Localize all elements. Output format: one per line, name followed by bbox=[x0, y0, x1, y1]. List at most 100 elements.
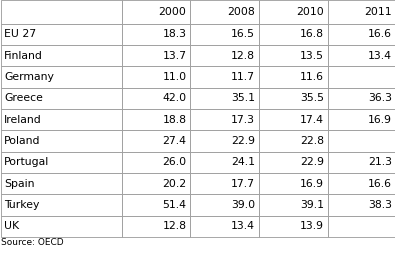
Text: UK: UK bbox=[4, 221, 19, 231]
Bar bbox=[328, 130, 395, 152]
Bar bbox=[328, 152, 395, 173]
Bar bbox=[259, 88, 328, 109]
Text: 39.0: 39.0 bbox=[231, 200, 255, 210]
Bar bbox=[259, 109, 328, 130]
Bar bbox=[190, 109, 259, 130]
Bar bbox=[328, 109, 395, 130]
Text: 12.8: 12.8 bbox=[162, 221, 186, 231]
Text: 13.4: 13.4 bbox=[231, 221, 255, 231]
Bar bbox=[190, 173, 259, 194]
Text: 18.8: 18.8 bbox=[162, 115, 186, 125]
Text: Poland: Poland bbox=[4, 136, 41, 146]
Bar bbox=[122, 45, 190, 66]
Text: 12.8: 12.8 bbox=[231, 51, 255, 61]
Bar bbox=[190, 0, 259, 24]
Bar bbox=[190, 194, 259, 216]
Bar bbox=[190, 45, 259, 66]
Bar bbox=[122, 194, 190, 216]
Text: 22.9: 22.9 bbox=[300, 157, 324, 167]
Bar bbox=[259, 45, 328, 66]
Text: 16.6: 16.6 bbox=[368, 179, 392, 189]
Bar bbox=[122, 130, 190, 152]
Bar bbox=[1, 130, 122, 152]
Text: 38.3: 38.3 bbox=[368, 200, 392, 210]
Bar bbox=[122, 152, 190, 173]
Text: 16.6: 16.6 bbox=[368, 29, 392, 39]
Bar bbox=[1, 173, 122, 194]
Bar bbox=[328, 194, 395, 216]
Bar bbox=[190, 88, 259, 109]
Bar bbox=[328, 173, 395, 194]
Text: 2011: 2011 bbox=[365, 7, 392, 17]
Text: 2008: 2008 bbox=[228, 7, 255, 17]
Bar bbox=[259, 66, 328, 88]
Text: 13.9: 13.9 bbox=[300, 221, 324, 231]
Bar bbox=[328, 216, 395, 237]
Text: 18.3: 18.3 bbox=[162, 29, 186, 39]
Text: 13.4: 13.4 bbox=[368, 51, 392, 61]
Text: Greece: Greece bbox=[4, 93, 43, 103]
Bar bbox=[1, 194, 122, 216]
Text: 35.5: 35.5 bbox=[300, 93, 324, 103]
Text: Source: OECD: Source: OECD bbox=[1, 238, 64, 247]
Text: EU 27: EU 27 bbox=[4, 29, 36, 39]
Bar bbox=[1, 45, 122, 66]
Text: 17.7: 17.7 bbox=[231, 179, 255, 189]
Bar bbox=[122, 173, 190, 194]
Text: Germany: Germany bbox=[4, 72, 54, 82]
Text: 11.7: 11.7 bbox=[231, 72, 255, 82]
Text: 27.4: 27.4 bbox=[162, 136, 186, 146]
Bar bbox=[259, 130, 328, 152]
Bar bbox=[259, 216, 328, 237]
Text: Ireland: Ireland bbox=[4, 115, 42, 125]
Bar bbox=[122, 216, 190, 237]
Text: 17.3: 17.3 bbox=[231, 115, 255, 125]
Text: 11.6: 11.6 bbox=[300, 72, 324, 82]
Text: 16.8: 16.8 bbox=[300, 29, 324, 39]
Bar bbox=[122, 24, 190, 45]
Text: 39.1: 39.1 bbox=[300, 200, 324, 210]
Bar bbox=[1, 152, 122, 173]
Bar bbox=[190, 216, 259, 237]
Text: 16.9: 16.9 bbox=[368, 115, 392, 125]
Text: 51.4: 51.4 bbox=[162, 200, 186, 210]
Text: 11.0: 11.0 bbox=[162, 72, 186, 82]
Text: 13.5: 13.5 bbox=[300, 51, 324, 61]
Bar bbox=[122, 0, 190, 24]
Bar bbox=[122, 109, 190, 130]
Text: Turkey: Turkey bbox=[4, 200, 40, 210]
Bar bbox=[1, 109, 122, 130]
Bar bbox=[259, 0, 328, 24]
Bar bbox=[259, 152, 328, 173]
Text: 20.2: 20.2 bbox=[162, 179, 186, 189]
Bar bbox=[190, 24, 259, 45]
Text: 35.1: 35.1 bbox=[231, 93, 255, 103]
Text: 16.5: 16.5 bbox=[231, 29, 255, 39]
Text: Portugal: Portugal bbox=[4, 157, 50, 167]
Bar bbox=[1, 24, 122, 45]
Bar bbox=[328, 0, 395, 24]
Text: 21.3: 21.3 bbox=[368, 157, 392, 167]
Bar bbox=[190, 152, 259, 173]
Bar bbox=[328, 24, 395, 45]
Text: 24.1: 24.1 bbox=[231, 157, 255, 167]
Text: 26.0: 26.0 bbox=[162, 157, 186, 167]
Bar bbox=[122, 88, 190, 109]
Text: 2010: 2010 bbox=[296, 7, 324, 17]
Bar bbox=[259, 173, 328, 194]
Text: Finland: Finland bbox=[4, 51, 43, 61]
Text: Spain: Spain bbox=[4, 179, 35, 189]
Text: 2000: 2000 bbox=[158, 7, 186, 17]
Bar bbox=[1, 88, 122, 109]
Bar bbox=[259, 194, 328, 216]
Bar bbox=[190, 130, 259, 152]
Text: 16.9: 16.9 bbox=[300, 179, 324, 189]
Bar bbox=[259, 24, 328, 45]
Bar bbox=[190, 66, 259, 88]
Bar bbox=[328, 88, 395, 109]
Text: 42.0: 42.0 bbox=[162, 93, 186, 103]
Bar bbox=[328, 45, 395, 66]
Text: 22.9: 22.9 bbox=[231, 136, 255, 146]
Bar bbox=[1, 0, 122, 24]
Bar bbox=[1, 216, 122, 237]
